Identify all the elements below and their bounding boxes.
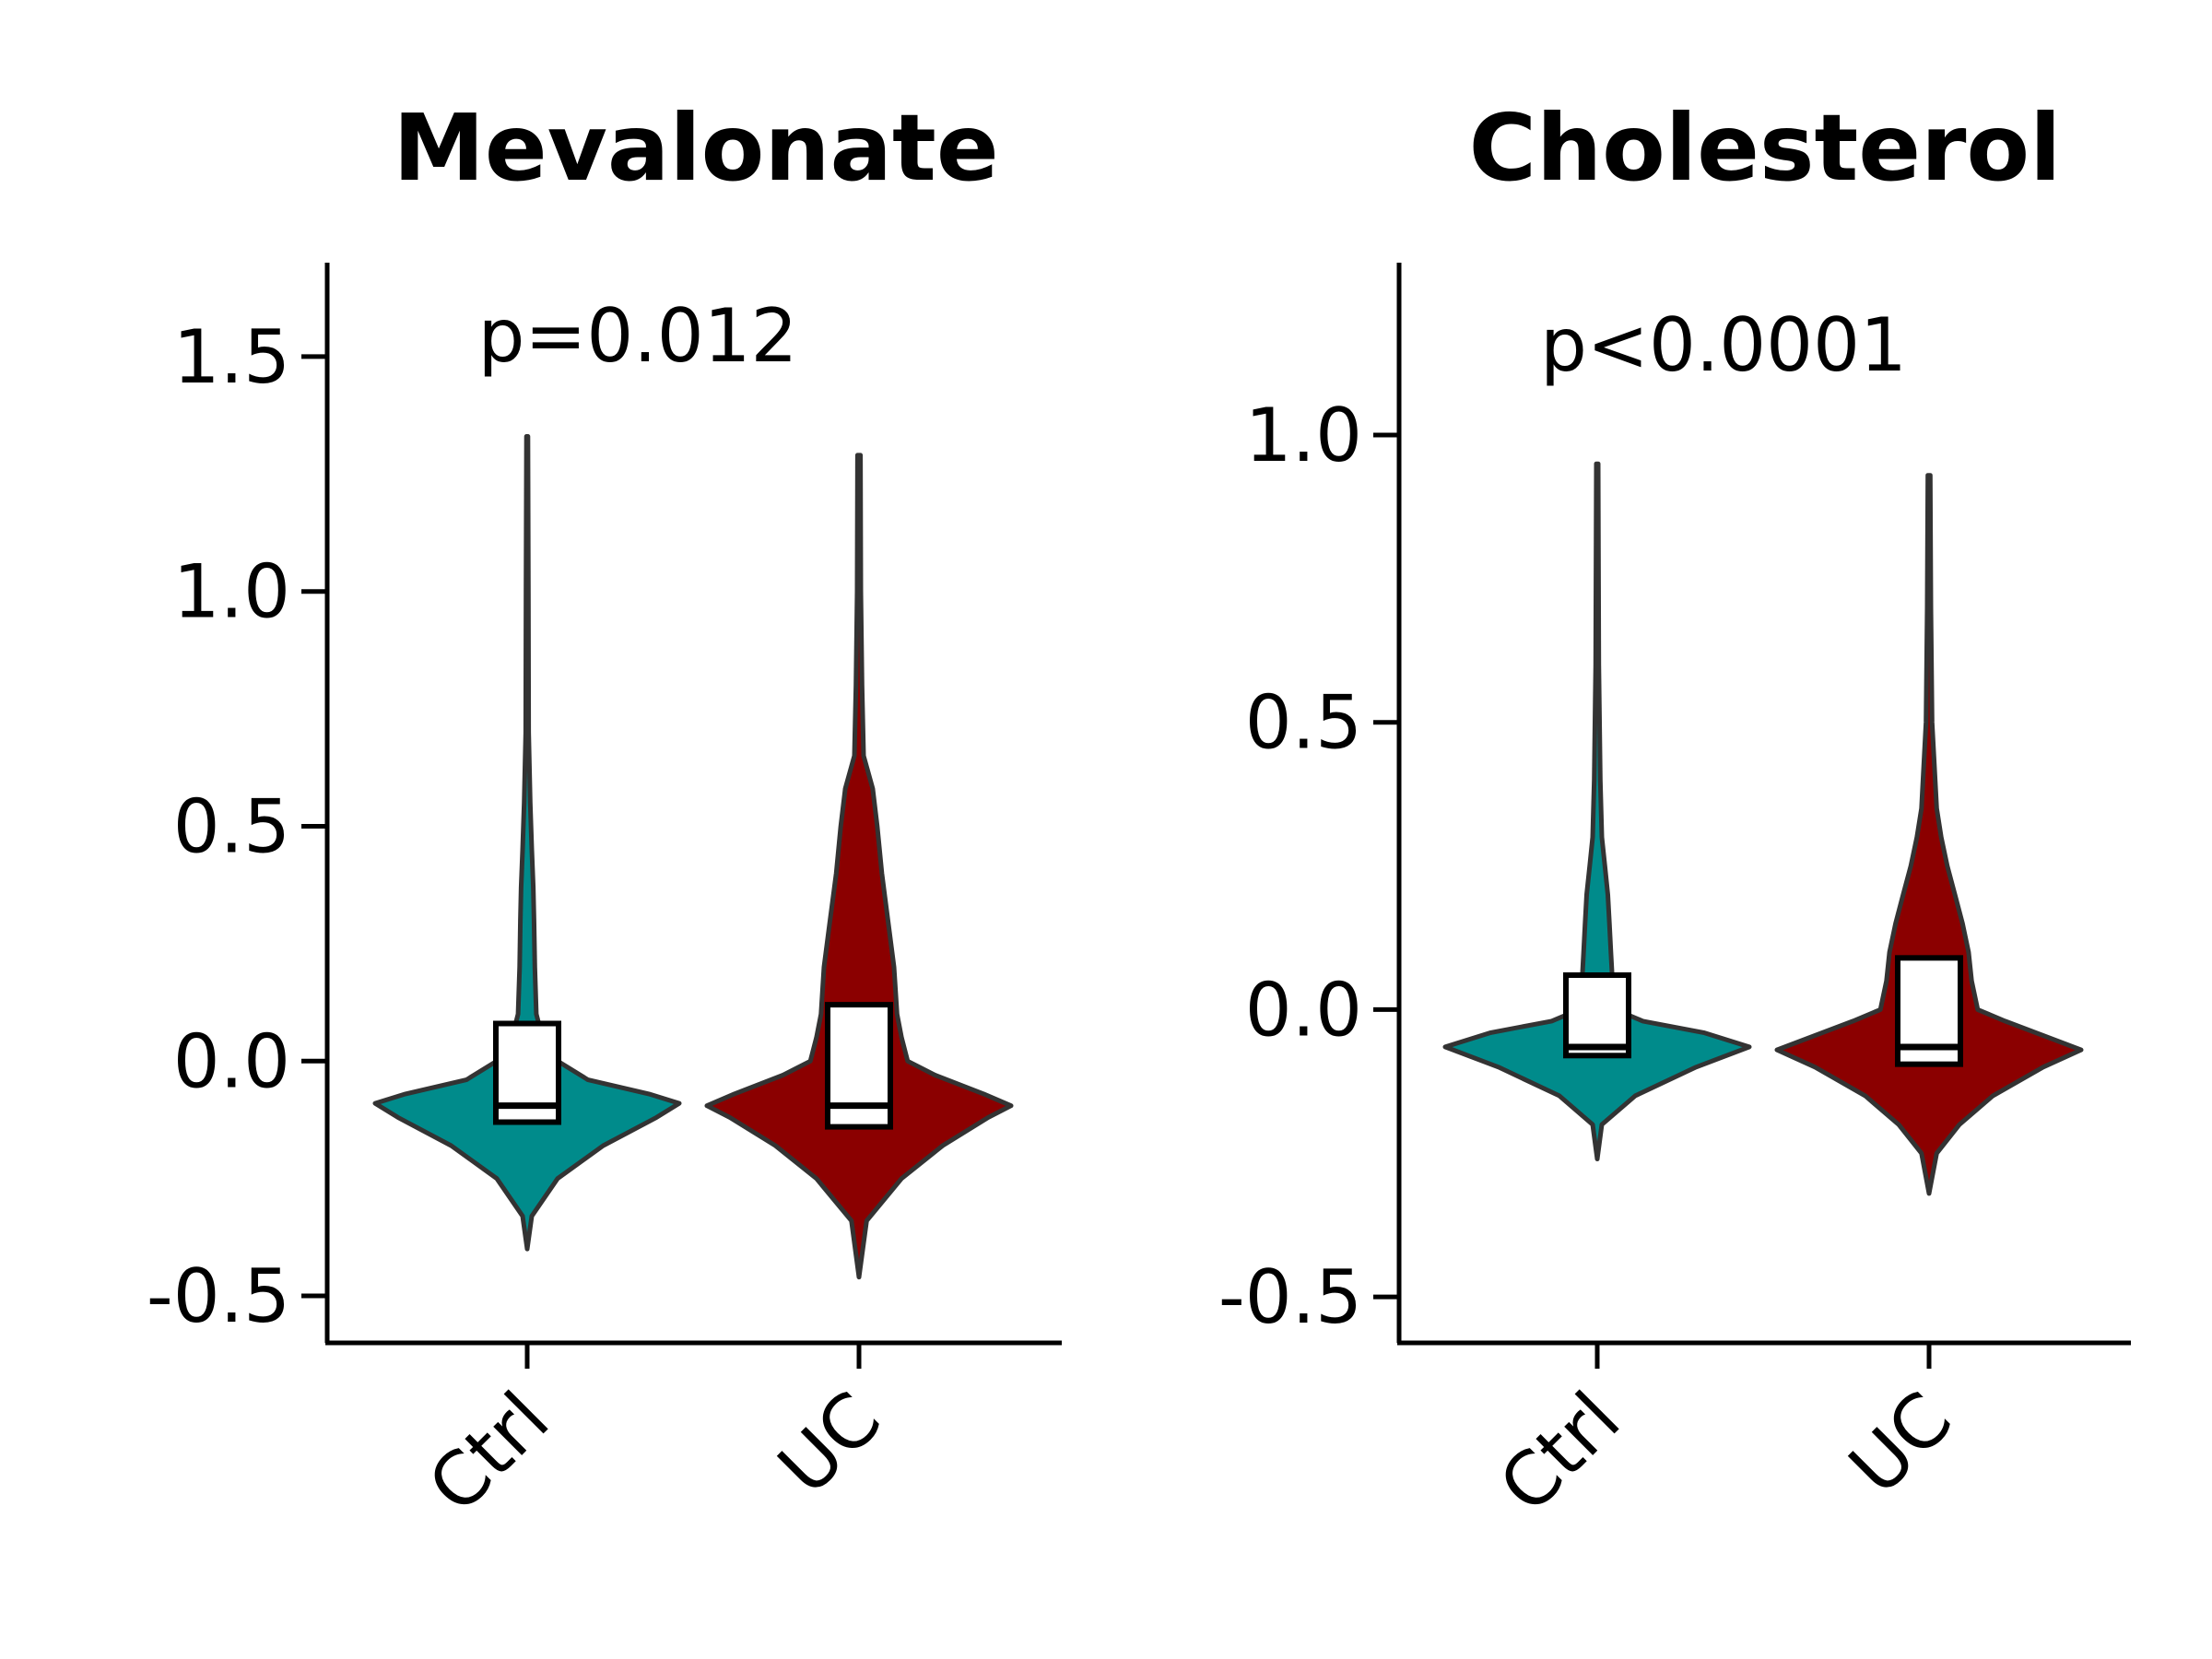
box-ctrl (1563, 972, 1631, 1059)
panel-cholesterol: Cholesterol -0.50.00.51.0 p<0.0001 Ctrl … (1218, 94, 2131, 1529)
panel-title: Cholesterol (1469, 94, 2062, 202)
x-tick-label-uc: UC (1833, 1376, 1969, 1512)
y-tick-label: 1.0 (173, 549, 290, 635)
y-tick-label: -0.5 (147, 1253, 290, 1339)
violin-ctrl (1442, 461, 1752, 1161)
y-tick-label: 0.5 (1245, 680, 1362, 766)
y-tick-label: 0.0 (173, 1018, 290, 1104)
y-tick-label: 1.5 (173, 314, 290, 400)
violin-uc (1774, 473, 2084, 1196)
violin-uc (704, 453, 1014, 1280)
y-tick-label: 0.0 (1245, 967, 1362, 1053)
panel-title: Mevalonate (393, 94, 998, 202)
y-tick-label: -0.5 (1218, 1254, 1362, 1340)
violin-ctrl (372, 434, 682, 1252)
x-tick-label-uc: UC (762, 1376, 898, 1512)
plot-area: -0.5 0.0 0.5 1.0 (1218, 263, 2131, 1369)
p-value-annotation: p=0.012 (478, 293, 798, 379)
x-tick-label-ctrl: Ctrl (412, 1376, 565, 1529)
p-value-annotation: p<0.0001 (1540, 302, 1907, 388)
plot-area: -0.5 0.0 0.5 1.0 1.5 (147, 263, 1062, 1369)
panel-mevalonate: Mevalonate -0.5 0.0 0.5 1.0 1.5 p=0.012 Ctrl… (147, 94, 1062, 1529)
x-tick-label-ctrl: Ctrl (1483, 1376, 1636, 1529)
y-tick-label: 1.0 (1245, 393, 1362, 478)
y-tick-label: 0.5 (173, 783, 290, 869)
